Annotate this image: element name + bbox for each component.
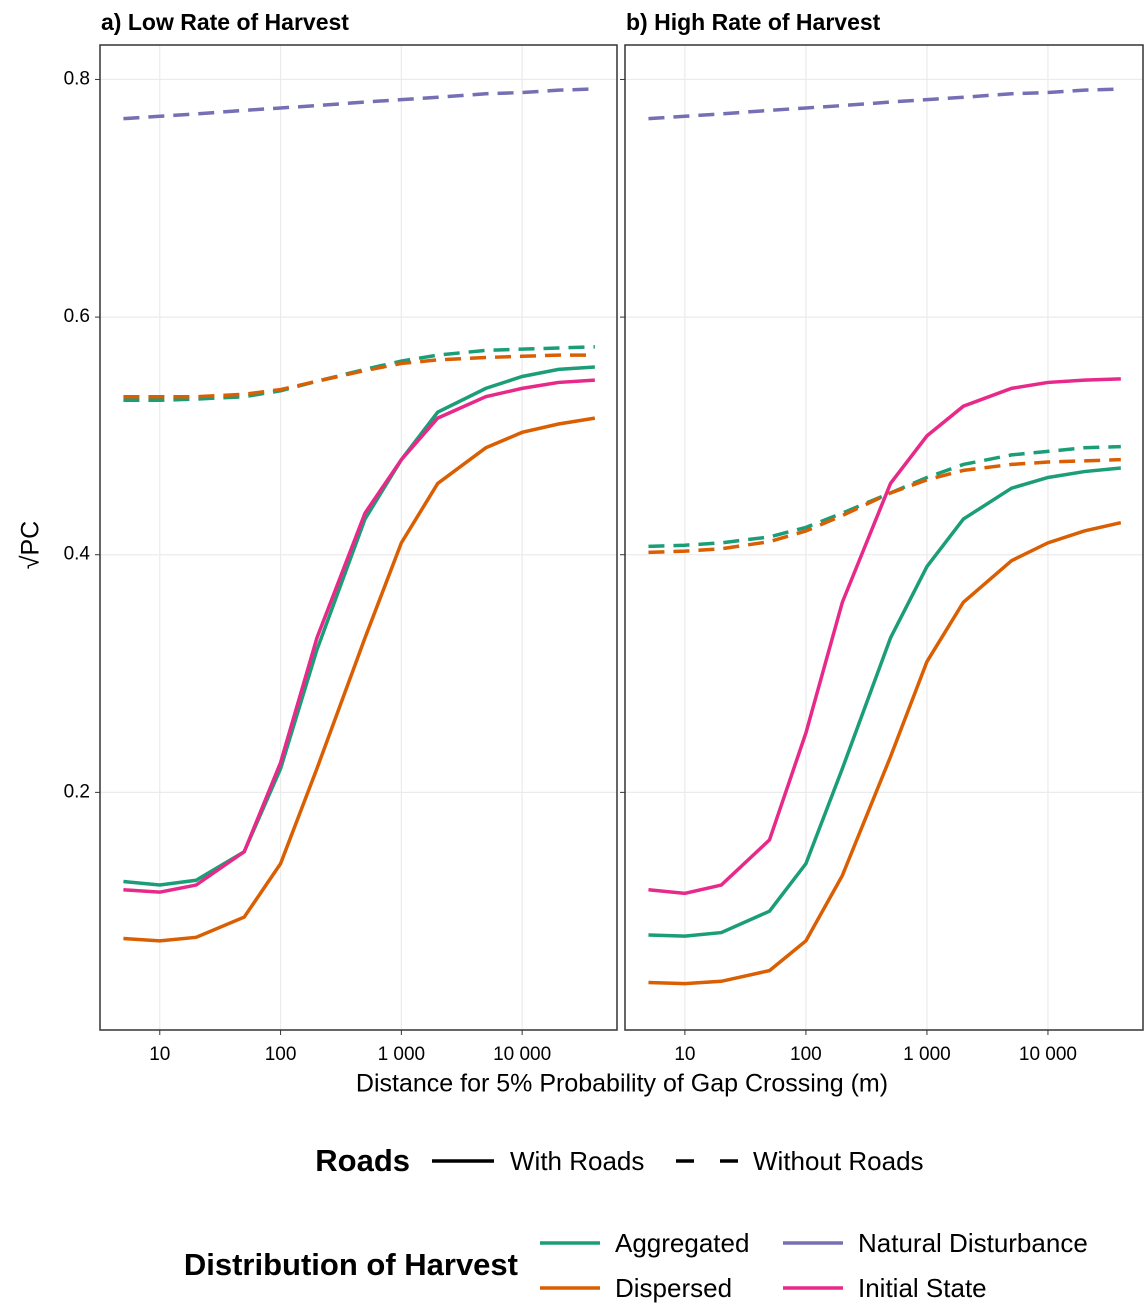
x-tick-label: 1 000 (903, 1044, 951, 1065)
series-line (123, 416, 596, 943)
series-line (648, 377, 1121, 896)
series-line (648, 87, 1121, 121)
legend-title: Roads (315, 1143, 410, 1178)
x-tick-label: 10 000 (493, 1044, 551, 1065)
panel-border (99, 44, 618, 1031)
panel-title: a) Low Rate of Harvest (101, 9, 349, 35)
y-tick-label: 0.2 (64, 781, 90, 802)
y-tick-label: 0.4 (64, 544, 91, 565)
x-tick-label: 100 (790, 1044, 822, 1065)
series-line (123, 345, 595, 403)
series-line (648, 466, 1121, 938)
series-line (123, 378, 595, 894)
x-tick-label: 10 (674, 1044, 695, 1065)
legend-label: Initial State (858, 1273, 987, 1303)
legend-label: Natural Disturbance (858, 1228, 1088, 1258)
legend-label: Aggregated (615, 1228, 749, 1258)
x-tick-label: 10 (149, 1044, 170, 1065)
panel-border (624, 44, 1144, 1031)
plot-background (625, 45, 1143, 1030)
y-tick-label: 0.6 (64, 306, 90, 327)
x-tick-label: 100 (265, 1044, 297, 1065)
x-axis-label: Distance for 5% Probability of Gap Cross… (356, 1070, 888, 1098)
legend-label: With Roads (510, 1146, 644, 1176)
y-tick-label: 0.8 (64, 68, 90, 89)
legend-label: Without Roads (753, 1146, 924, 1176)
y-axis-label: √PC (17, 521, 45, 569)
series-line (648, 457, 1121, 555)
series-line (123, 353, 595, 399)
x-tick-label: 10 000 (1019, 1044, 1077, 1065)
legend-title: Distribution of Harvest (184, 1247, 518, 1282)
panel-title: b) High Rate of Harvest (626, 9, 881, 35)
series-line (648, 520, 1122, 986)
series-line (123, 365, 595, 887)
legend-label: Dispersed (615, 1273, 732, 1303)
x-tick-label: 1 000 (378, 1044, 426, 1065)
